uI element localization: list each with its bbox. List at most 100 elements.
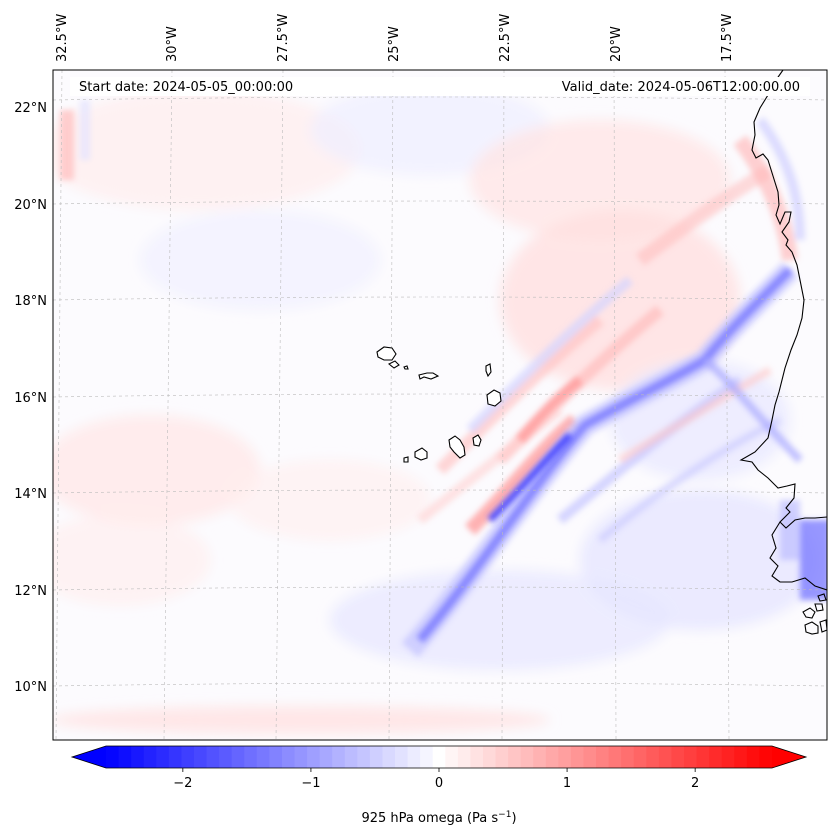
- colorbar-outline: [70, 745, 808, 769]
- lon-label-27-5w: 27.5°W: [276, 14, 291, 62]
- colorbar-segment: [156, 746, 170, 768]
- colorbar-segment: [608, 746, 622, 768]
- colorbar-segment: [106, 746, 120, 768]
- colorbar-segment: [244, 746, 258, 768]
- omega-background-patches: [53, 85, 820, 734]
- colorbar-segment: [118, 746, 132, 768]
- parallel-10N: [53, 682, 827, 687]
- colorbar-segment: [470, 746, 484, 768]
- omega-red-ridge: [465, 376, 584, 535]
- lat-label-22n: 22°N: [14, 101, 47, 116]
- lon-label-25w: 25°W: [387, 26, 402, 62]
- lat-label-16n: 16°N: [14, 391, 47, 406]
- colorbar-segment: [520, 746, 534, 768]
- colorbar-segment: [131, 746, 145, 768]
- island-sao-vicente: [387, 360, 400, 369]
- colorbar-segment: [168, 746, 182, 768]
- colorbar-segment: [671, 746, 685, 768]
- colorbar-segment: [294, 746, 308, 768]
- colorbar-segment: [307, 746, 321, 768]
- colorbar-segment: [445, 746, 459, 768]
- parallel-22N: [53, 96, 827, 101]
- colorbar-title-close: ): [511, 811, 516, 826]
- colorbar-tick-label: −2: [173, 776, 192, 791]
- lon-label-22-5w: 22.5°W: [498, 14, 513, 62]
- map-frame: [52, 69, 828, 741]
- colorbar-title-exponent: −1: [498, 810, 511, 820]
- colorbar-segment: [319, 746, 333, 768]
- parallel-18N: [53, 296, 827, 301]
- island-fogo: [414, 447, 428, 461]
- lon-label-30w: 30°W: [165, 26, 180, 62]
- colorbar-segment: [621, 746, 635, 768]
- island-boa-vista: [486, 389, 502, 407]
- island-santa-luzia: [403, 365, 409, 370]
- colorbar-segment: [684, 746, 698, 768]
- coastal-island-bissagos-1: [802, 607, 816, 619]
- colorbar-segment: [357, 746, 371, 768]
- island-sao-nicolau: [418, 372, 440, 380]
- meridian-27-5W: [275, 70, 284, 740]
- longitude-labels: 32.5°W 30°W 27.5°W 25°W 22.5°W 20°W 17.5…: [55, 14, 735, 62]
- lon-label-20w: 20°W: [609, 26, 624, 62]
- meridian-25W: [388, 70, 394, 740]
- parallel-12N: [53, 586, 827, 591]
- island-sal: [485, 363, 492, 378]
- lat-label-12n: 12°N: [14, 584, 47, 599]
- colorbar-segment: [407, 746, 421, 768]
- lat-label-20n: 20°N: [14, 198, 47, 213]
- lon-label-17-5w: 17.5°W: [720, 14, 735, 62]
- colorbar-segment: [482, 746, 497, 768]
- colorbar-extend-low: [72, 746, 106, 768]
- island-brava: [403, 456, 409, 463]
- colorbar-segment: [269, 746, 283, 768]
- colorbar-tick-label: 1: [563, 776, 571, 791]
- colorbar-segments: [106, 746, 773, 768]
- colorbar-segment: [558, 746, 572, 768]
- coastline: [739, 70, 827, 635]
- lat-label-14n: 14°N: [14, 487, 47, 502]
- colorbar-segment: [256, 746, 270, 768]
- colorbar-segment: [746, 746, 761, 768]
- colorbar-extend-high: [772, 746, 806, 768]
- lon-label-32-5w: 32.5°W: [55, 14, 70, 62]
- colorbar-segment: [181, 746, 195, 768]
- colorbar-tick-label: −1: [301, 776, 320, 791]
- colorbar-segment: [420, 746, 434, 768]
- colorbar-segment: [545, 746, 559, 768]
- meridian-30W: [163, 70, 173, 740]
- parallel-14N: [53, 489, 827, 494]
- meridian-17-5W: [724, 70, 730, 740]
- colorbar: −2 −1 0 1 2 925 hPa omega (Pa s−1): [70, 745, 808, 826]
- latitude-labels: 22°N 20°N 18°N 16°N 14°N 12°N 10°N: [14, 101, 47, 695]
- colorbar-segment: [143, 746, 157, 768]
- omega-coastal-blue-patch: [780, 500, 827, 600]
- meridian-22-5W: [501, 70, 505, 740]
- colorbar-segment: [332, 746, 346, 768]
- coastal-island-bissagos-4: [819, 619, 827, 633]
- colorbar-segment: [231, 746, 245, 768]
- colorbar-segment: [457, 746, 472, 768]
- colorbar-segment: [382, 746, 396, 768]
- colorbar-segment: [344, 746, 358, 768]
- colorbar-segment: [533, 746, 547, 768]
- omega-convergence-line: [401, 262, 803, 658]
- colorbar-segment: [281, 746, 296, 768]
- colorbar-segment: [696, 746, 710, 768]
- colorbar-segment: [658, 746, 673, 768]
- africa-coastline: [739, 70, 827, 529]
- map-panel: Start date: 2024-05-05_00:00:00 Valid_da…: [52, 69, 828, 741]
- island-santiago: [448, 435, 466, 459]
- coastal-island-bissagos-3: [804, 621, 819, 635]
- parallel-16N: [53, 393, 827, 398]
- colorbar-segment: [219, 746, 233, 768]
- meridian-20W: [613, 70, 617, 740]
- colorbar-segment: [369, 746, 384, 768]
- start-date-label: Start date: 2024-05-05_00:00:00: [79, 80, 293, 95]
- island-maio: [472, 434, 482, 447]
- africa-coastline-south: [769, 521, 827, 591]
- colorbar-segment: [721, 746, 735, 768]
- colorbar-segment: [709, 746, 723, 768]
- colorbar-tick-label: 0: [435, 776, 443, 791]
